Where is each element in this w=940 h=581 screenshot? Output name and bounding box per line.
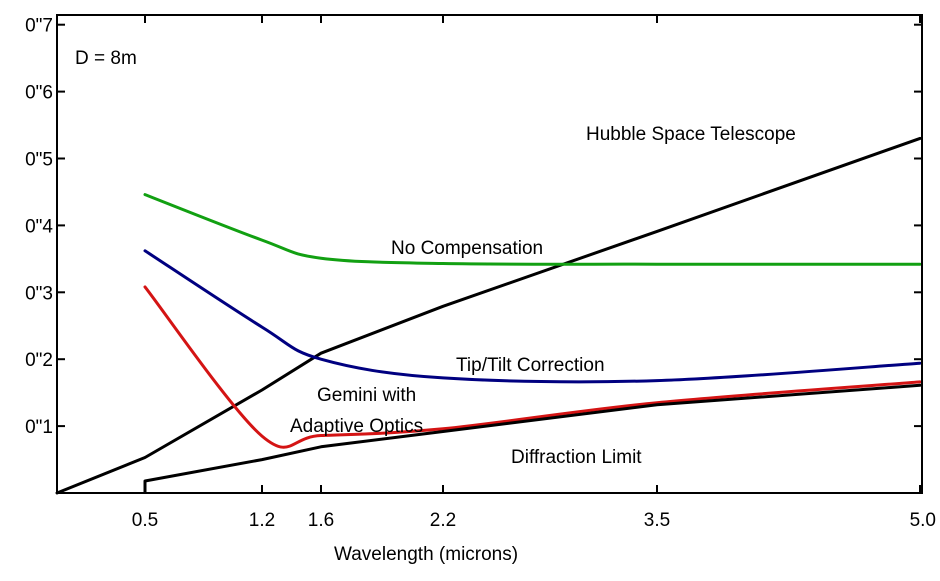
no-compensation-label: No Compensation [391,238,543,259]
x-tick-label: 1.6 [308,510,334,531]
gemini-label-line1: Gemini with [317,385,416,406]
diffraction-limit-line [143,383,922,483]
x-tick-label: 5.0 [910,510,936,531]
y-tick-label: 0"5 [25,150,53,171]
y-tick-label: 0"6 [25,83,53,104]
gemini-ao-curve [143,285,922,449]
x-axis-title: Wavelength (microns) [334,544,518,565]
no-compensation-curve [143,193,922,266]
x-tick-label: 3.5 [644,510,670,531]
y-tick-label: 0"2 [25,350,53,371]
x-tick-label: 2.2 [430,510,456,531]
plot-frame [56,14,923,494]
aperture-annotation: D = 8m [75,48,137,69]
diffraction-label: Diffraction Limit [511,447,642,468]
tip-tilt-curve [143,249,922,384]
x-tick-label: 0.5 [132,510,158,531]
x-tick-label: 1.2 [249,510,275,531]
hubble-label: Hubble Space Telescope [586,124,796,145]
y-tick-label: 0"7 [25,16,53,37]
hubble-line [55,136,922,495]
y-tick-label: 0"4 [25,216,53,237]
y-tick-label: 0"3 [25,283,53,304]
tip-tilt-label: Tip/Tilt Correction [456,355,605,376]
y-tick-label: 0"1 [25,417,53,438]
gemini-label-line2: Adaptive Optics [290,416,423,437]
